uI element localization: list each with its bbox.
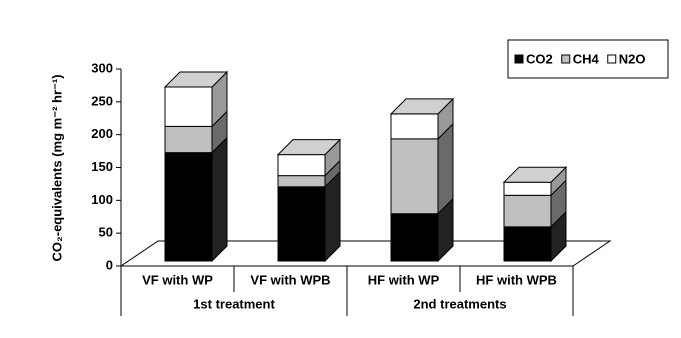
legend-swatch — [561, 54, 571, 64]
bar-segment — [503, 226, 552, 262]
legend-label: CO2 — [526, 51, 553, 66]
x-tick-label: VF with WP — [142, 272, 213, 287]
y-tick-label: 150 — [91, 159, 113, 174]
y-axis-label: CO₂-equivalents (mg m⁻² hr⁻¹) — [49, 74, 64, 261]
bar-segment — [277, 186, 326, 262]
bar-segment — [164, 125, 213, 154]
bar-segment — [503, 194, 552, 228]
y-tick-label: 250 — [91, 93, 113, 108]
bar-segment — [503, 181, 552, 196]
bar-segment — [164, 86, 213, 127]
bar-side — [437, 122, 454, 215]
bar-side — [211, 136, 228, 263]
legend-swatch — [607, 54, 617, 64]
x-tick-label: HF with WP — [368, 272, 440, 287]
legend-label: CH4 — [573, 51, 600, 66]
bar-segment — [390, 138, 439, 215]
y-tick-label: 200 — [91, 126, 113, 141]
x-tick-label: HF with WPB — [476, 272, 557, 287]
y-tick-label: 50 — [99, 225, 113, 240]
bar-top — [389, 98, 455, 115]
bar-top — [276, 139, 342, 156]
bar-segment — [164, 152, 213, 262]
legend-box — [507, 39, 669, 79]
group-label: 2nd treatments — [413, 296, 506, 311]
bar-segment — [277, 175, 326, 188]
group-label: 1st treatment — [193, 296, 275, 311]
x-tick-label: VF with WPB — [250, 272, 330, 287]
floor — [119, 240, 612, 267]
bar-segment — [390, 113, 439, 140]
y-tick-label: 0 — [106, 257, 113, 272]
y-tick-label: 300 — [91, 60, 113, 75]
y-tick-label: 100 — [91, 192, 113, 207]
bar-segment — [277, 154, 326, 177]
bar-segment — [390, 213, 439, 262]
bar-top — [163, 71, 229, 88]
legend-label: N2O — [619, 51, 646, 66]
bar-top — [502, 166, 568, 183]
legend-swatch — [514, 54, 524, 64]
